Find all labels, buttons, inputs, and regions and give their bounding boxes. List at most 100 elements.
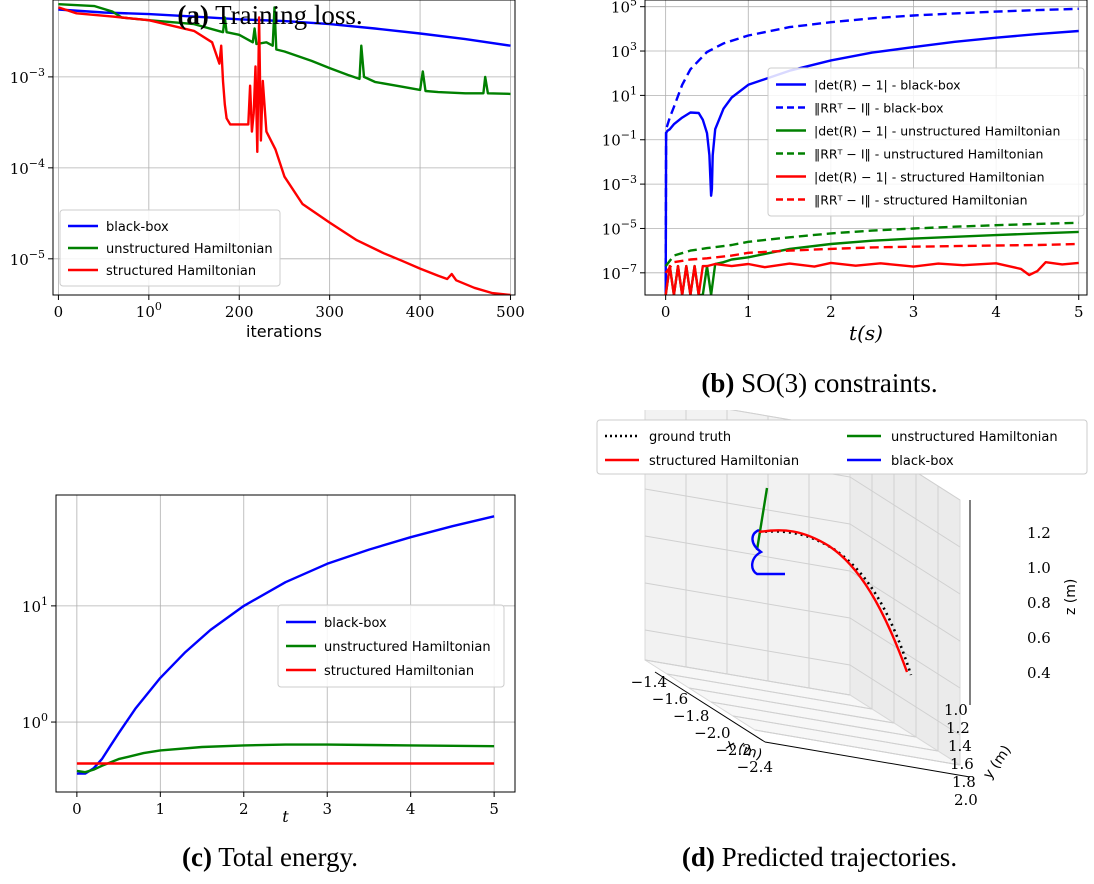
x-tick-label: −2.0: [694, 724, 730, 742]
chart-b: 0 1 2 3 4 5 10−7 10−5 10−3 10−1 101 103 105 t(s) |det(…: [602, 0, 1088, 345]
legend-label: structured Hamiltonian: [324, 664, 474, 679]
grid-line-floor: [688, 687, 895, 724]
plot-frame: [644, 0, 1088, 296]
y-tick-label: 10−4: [10, 157, 45, 178]
series-line: [58, 8, 511, 47]
x-tick-label: 1: [156, 800, 166, 818]
y-tick-label: 10−7: [602, 262, 637, 283]
chart-a: 0 100 200 300 400 500 10−5 10−4 10−3 iterations bl…: [10, 0, 525, 341]
series-line: [58, 3, 511, 96]
x-tick-label: 3: [322, 800, 332, 818]
series-group: [58, 3, 511, 295]
y-tick-label: 101: [611, 84, 637, 105]
x-tick-label: 2: [826, 303, 836, 321]
series-line: [76, 743, 495, 774]
series-line: [664, 261, 1079, 295]
y-tick-label: 1.4: [948, 737, 972, 755]
legend-box: [59, 209, 281, 287]
legend-label: ‖RRᵀ − I‖ - structured Hamiltonian: [814, 193, 1028, 208]
legend-box: [596, 419, 1088, 475]
legend-label: black-box: [106, 220, 169, 235]
y-axis-line: [764, 741, 971, 778]
caption-c-text: Total energy.: [211, 842, 359, 872]
x-tick-label: 4: [406, 800, 416, 818]
chart-d: −1.4−1.6−1.8−2.0−2.2−2.41.01.21.41.61.82…: [596, 410, 1088, 809]
x-tick-label: 2: [239, 800, 249, 818]
grid-line-floor: [644, 659, 851, 696]
caption-a: (a) Training loss.: [0, 0, 540, 31]
caption-a-text: Training loss.: [208, 0, 363, 30]
legend-label: black-box: [324, 616, 387, 631]
legend-label: ‖RRᵀ − I‖ - unstructured Hamiltonian: [814, 147, 1043, 162]
y-tick-label: 10−5: [10, 248, 45, 269]
grid-line-floor: [754, 729, 961, 766]
y-tick-label: 1.6: [950, 755, 974, 773]
legend-label: unstructured Hamiltonian: [324, 640, 491, 655]
x-tick-label: 0: [72, 800, 82, 818]
y-tick-label: 1.8: [952, 773, 976, 791]
legend-label: structured Hamiltonian: [649, 454, 799, 469]
x-tick-label: −1.4: [631, 673, 667, 691]
x-tick-label: 300: [315, 303, 344, 321]
grid-line-wall: [849, 523, 961, 595]
legend-label: |det(R) − 1| - structured Hamiltonian: [814, 170, 1045, 185]
x-tick-label: −2.4: [737, 758, 773, 776]
legend-label: ground truth: [649, 430, 731, 445]
grid-line-wall: [849, 664, 961, 736]
z-tick-label: 0.8: [1027, 594, 1051, 612]
x-tick-label: −2.2: [715, 741, 751, 759]
z-tick-label: 1.0: [1027, 559, 1051, 577]
y-tick-label: 10−1: [602, 129, 637, 150]
x-tick-label: 0: [54, 303, 64, 321]
caption-c-letter: (c): [181, 842, 212, 872]
series-line: [58, 6, 511, 295]
legend-label: |det(R) − 1| - unstructured Hamiltonian: [814, 124, 1060, 139]
trajectory-unstructured: [755, 487, 769, 551]
trajectory-black-box: [751, 528, 785, 576]
legend-label: unstructured Hamiltonian: [106, 242, 273, 257]
x-tick-label: 5: [489, 800, 499, 818]
grid-line-wall: [644, 488, 851, 525]
series-line: [664, 221, 1079, 267]
grid-line-wall: [644, 535, 851, 572]
caption-d-text: Predicted trajectories.: [714, 842, 958, 872]
series-line: [664, 242, 1079, 274]
y-tick-label: 101: [22, 595, 48, 616]
caption-d-letter: (d): [681, 842, 715, 872]
legend-label: unstructured Hamiltonian: [891, 430, 1058, 445]
series-line: [664, 7, 1079, 295]
caption-d: (d) Predicted trajectories.: [545, 842, 1094, 873]
plot-frame: [52, 0, 516, 296]
legend-label: ‖RRᵀ − I‖ - black-box: [814, 101, 944, 116]
series-line: [664, 29, 1079, 295]
plot-frame: [55, 494, 516, 793]
legend-box: [767, 67, 1085, 217]
caption-b-letter: (b): [701, 368, 735, 398]
caption-a-letter: (a): [177, 0, 209, 30]
x-tick-label: −1.6: [652, 690, 688, 708]
x-tick-label: 3: [909, 303, 919, 321]
y-tick-label: 10−3: [602, 173, 637, 194]
z-axis-label: z (m): [1063, 579, 1079, 615]
y-tick-label: 105: [611, 0, 637, 17]
y-tick-label: 10−3: [10, 66, 45, 87]
y-tick-label: 2.0: [954, 791, 978, 809]
x-tick-label: 500: [496, 303, 525, 321]
series-group: [664, 7, 1079, 295]
y-tick-label: 10−5: [602, 217, 637, 238]
series-group: [76, 515, 495, 775]
caption-b: (b) SO(3) constraints.: [545, 368, 1094, 399]
x-tick-label: 5: [1074, 303, 1084, 321]
x-tick-label: 4: [991, 303, 1001, 321]
x-axis-label: t: [282, 807, 289, 826]
legend-label: structured Hamiltonian: [106, 264, 256, 279]
x-tick-label: 200: [225, 303, 254, 321]
legend-box: [277, 604, 505, 688]
x-tick-label: 100: [136, 300, 162, 321]
x-tick-label: 400: [406, 303, 435, 321]
grid-line-floor: [710, 701, 917, 738]
x-tick-label: 0: [661, 303, 671, 321]
grid-line-wall: [644, 582, 851, 619]
x-axis-label: iterations: [246, 322, 322, 341]
trajectory-structured: [758, 529, 909, 673]
